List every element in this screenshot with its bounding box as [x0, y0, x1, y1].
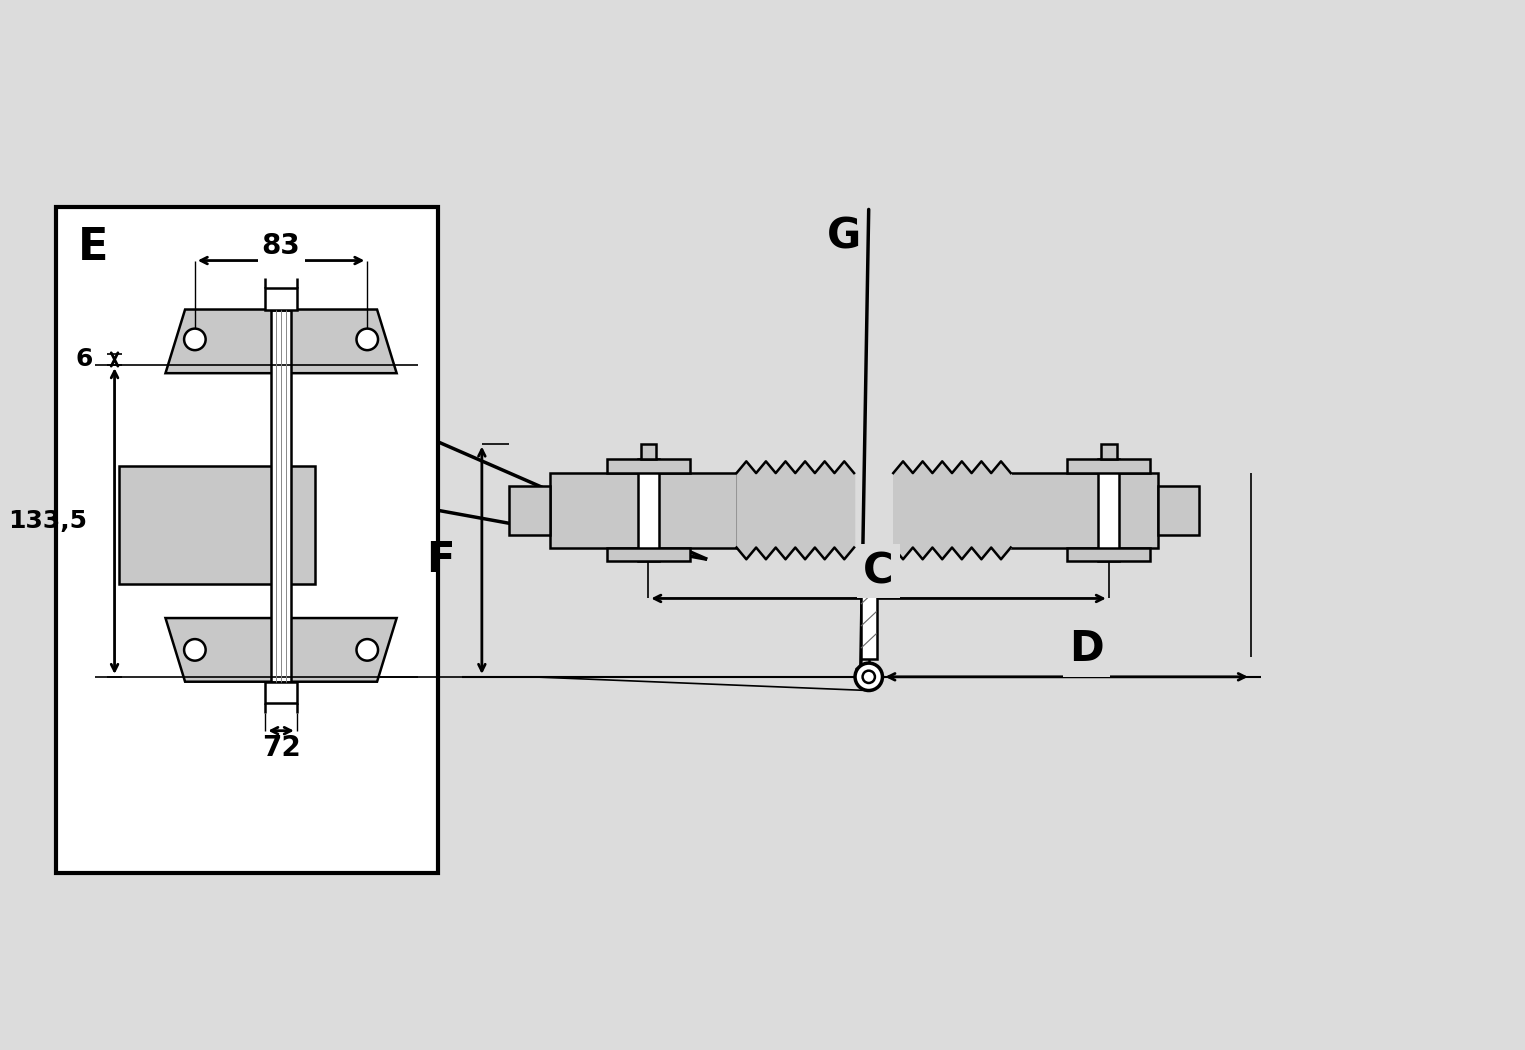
Bar — [56, 207, 438, 873]
Circle shape — [863, 671, 875, 682]
Bar — [607, 460, 689, 474]
Polygon shape — [166, 618, 396, 681]
Bar — [1157, 486, 1199, 534]
Bar — [1101, 444, 1116, 460]
Circle shape — [856, 664, 883, 691]
Bar — [1098, 460, 1119, 562]
Bar — [862, 571, 877, 659]
Bar — [119, 466, 316, 584]
Bar — [971, 474, 1157, 547]
Bar — [265, 681, 297, 704]
Bar — [859, 560, 880, 571]
Circle shape — [357, 639, 378, 660]
Text: 133,5: 133,5 — [8, 509, 87, 533]
Bar — [551, 474, 737, 547]
Circle shape — [185, 329, 206, 350]
Bar — [265, 288, 297, 310]
Bar — [509, 486, 551, 534]
Text: F: F — [425, 540, 454, 582]
Circle shape — [185, 639, 206, 660]
Polygon shape — [166, 310, 396, 373]
Bar — [1068, 460, 1150, 474]
Text: E: E — [78, 227, 108, 269]
Bar — [1068, 547, 1150, 562]
Text: D: D — [1069, 628, 1104, 670]
Bar — [640, 444, 656, 460]
Text: 6: 6 — [76, 348, 93, 372]
Bar — [637, 460, 659, 562]
Text: 72: 72 — [262, 734, 300, 762]
Text: 83: 83 — [262, 232, 300, 259]
Text: C: C — [863, 550, 894, 592]
Text: G: G — [827, 215, 862, 257]
Bar — [607, 547, 689, 562]
Circle shape — [357, 329, 378, 350]
Bar — [271, 310, 291, 681]
